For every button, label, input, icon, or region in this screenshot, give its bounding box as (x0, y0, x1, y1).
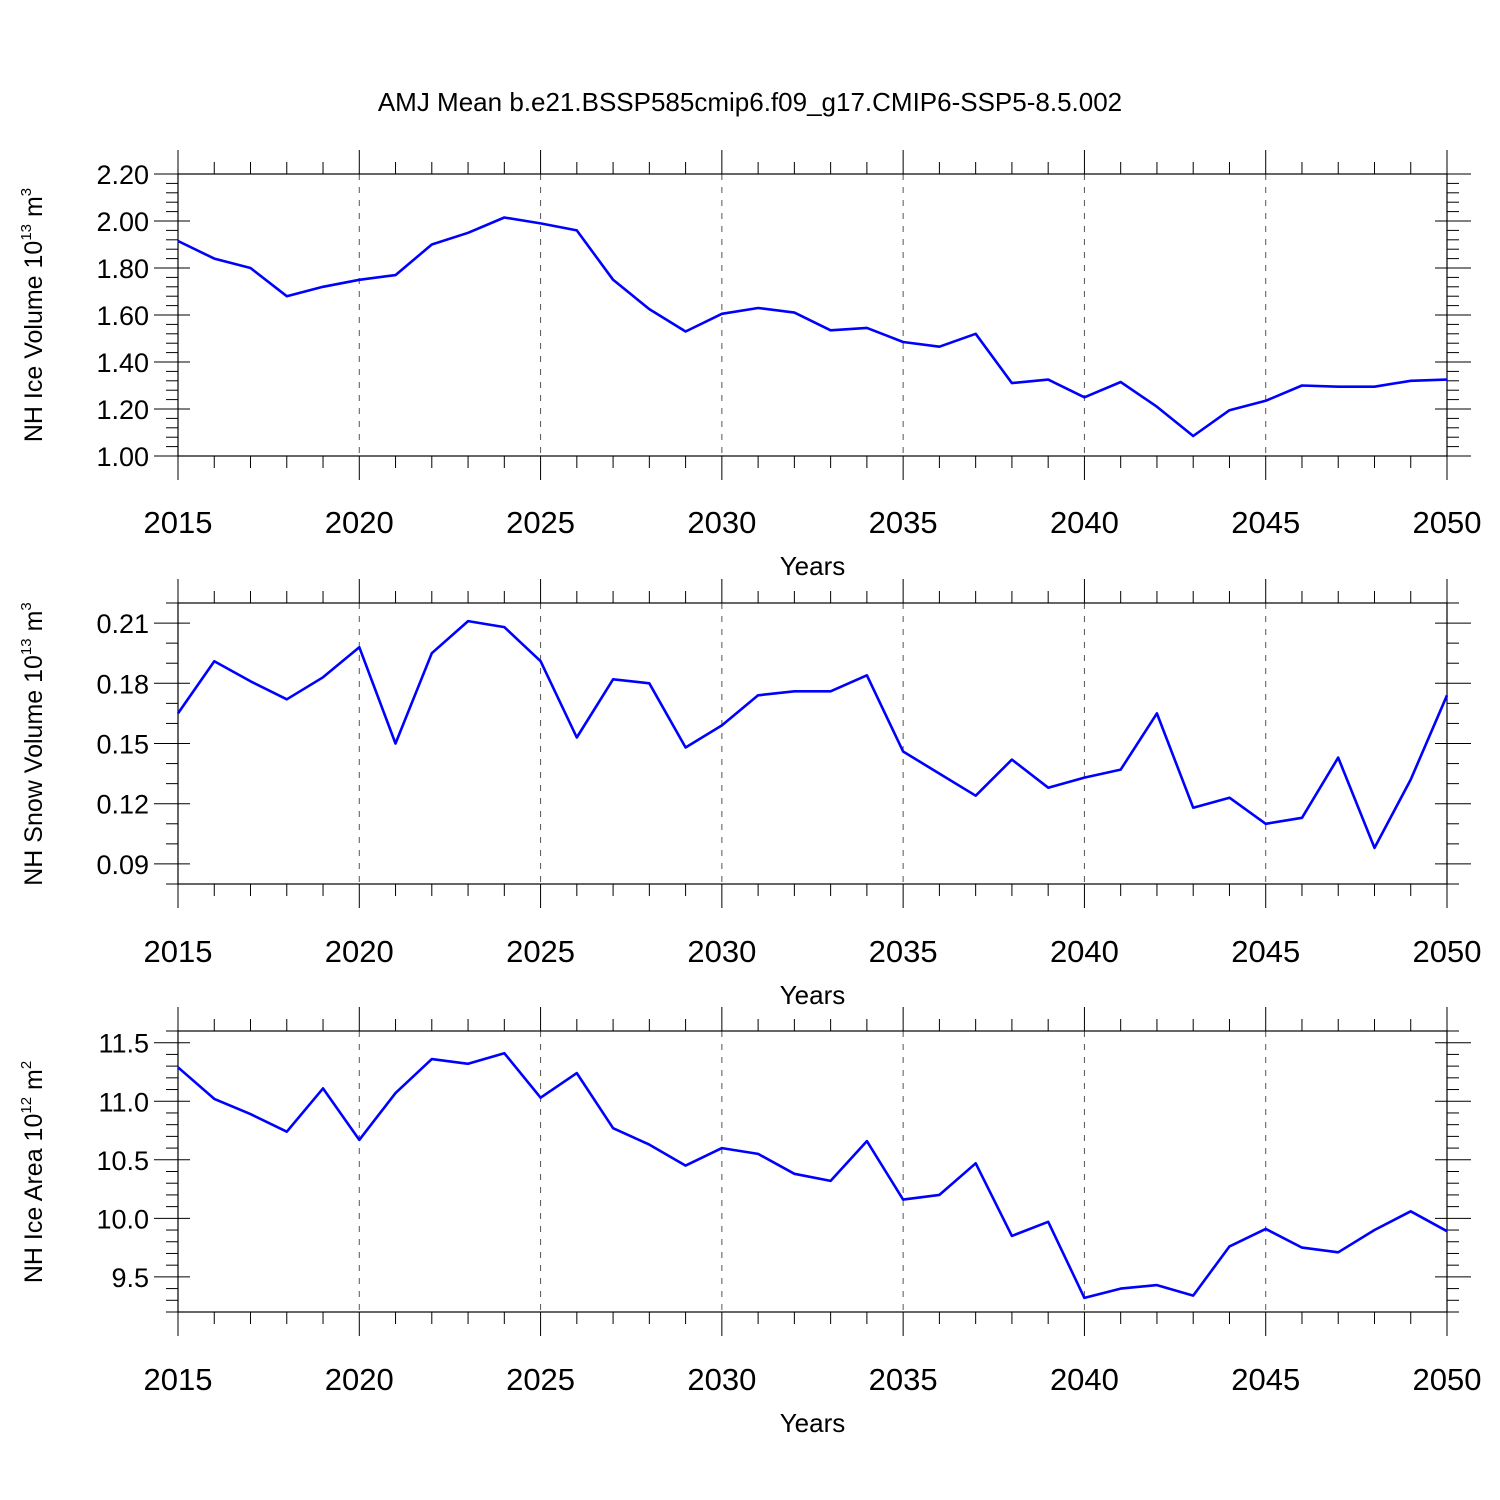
snow-volume-x-tick-label: 2020 (325, 934, 394, 969)
snow-volume-x-tick-label: 2040 (1050, 934, 1119, 969)
ice-area-y-tick-label: 11.5 (98, 1029, 149, 1059)
ice-area-x-tick-label: 2030 (687, 1362, 756, 1397)
snow-volume-panel: 0.09 0.12 0.15 0.18 0.21 2015 2020 2025 2030 2035… (18, 579, 1481, 1010)
snow-volume-x-axis-title: Years (780, 980, 846, 1010)
snow-volume-y-axis-title: NH Snow Volume 1013 m3 (18, 602, 48, 886)
snow-volume-series-line (176, 619, 1449, 850)
ice-volume-x-tick-label: 2030 (687, 505, 756, 540)
snow-volume-y-tick-label: 0.15 (96, 730, 149, 760)
ice-volume-series-line (177, 216, 1448, 438)
ice-area-y-axis-title: NH Ice Area 1012 m2 (18, 1061, 48, 1283)
ice-volume-y-tick-label: 2.00 (96, 207, 149, 237)
ice-area-x-tick-label: 2040 (1050, 1362, 1119, 1397)
ice-area-x-tick-label: 2050 (1413, 1362, 1482, 1397)
ice-area-panel: 9.5 10.0 10.5 11.0 11.5 2015 2020 2025 2030 2035 2… (18, 1007, 1481, 1438)
ice-area-x-tick-label: 2025 (506, 1362, 575, 1397)
ice-volume-x-tick-label: 2015 (144, 505, 213, 540)
snow-volume-y-tick-label: 0.12 (96, 790, 149, 820)
ice-volume-y-tick-label: 2.20 (96, 160, 149, 190)
ice-volume-y-tick-label: 1.60 (96, 301, 149, 331)
ice-volume-plot-frame (177, 173, 1448, 457)
ice-area-x-tick-label: 2020 (325, 1362, 394, 1397)
ice-volume-x-tick-label: 2040 (1050, 505, 1119, 540)
snow-volume-x-tick-label: 2030 (687, 934, 756, 969)
ice-volume-x-axis-title: Years (780, 551, 846, 581)
ice-area-series-line (177, 1051, 1448, 1300)
ice-volume-x-tick-label: 2050 (1413, 505, 1482, 540)
snow-volume-x-tick-label: 2025 (506, 934, 575, 969)
ice-volume-x-tick-label: 2045 (1231, 505, 1300, 540)
snow-volume-plot-frame (177, 602, 1448, 885)
ice-volume-y-tick-label: 1.20 (96, 395, 149, 425)
ice-area-x-tick-label: 2035 (869, 1362, 938, 1397)
ice-area-y-tick-label: 10.5 (96, 1146, 149, 1176)
ice-area-y-tick-label: 11.0 (98, 1087, 149, 1117)
ice-volume-x-tick-label: 2025 (506, 505, 575, 540)
ice-area-plot-frame (177, 1030, 1448, 1313)
ice-area-y-tick-label: 9.5 (111, 1263, 149, 1293)
snow-volume-x-tick-label: 2035 (869, 934, 938, 969)
ice-area-x-tick-label: 2015 (144, 1362, 213, 1397)
snow-volume-x-tick-label: 2045 (1231, 934, 1300, 969)
snow-volume-y-tick-label: 0.21 (96, 609, 149, 639)
ice-volume-y-tick-label: 1.40 (96, 348, 149, 378)
snow-volume-y-tick-label: 0.09 (96, 850, 149, 880)
ice-volume-y-axis-title: NH Ice Volume 1013 m3 (18, 188, 48, 442)
snow-volume-x-tick-label: 2015 (144, 934, 213, 969)
ice-volume-y-tick-label: 1.80 (96, 254, 149, 284)
ice-area-x-axis-title: Years (780, 1408, 846, 1438)
ice-area-x-tick-label: 2045 (1231, 1362, 1300, 1397)
ice-volume-x-tick-label: 2035 (869, 505, 938, 540)
ice-volume-y-tick-label: 1.00 (96, 442, 149, 472)
snow-volume-y-tick-label: 0.18 (96, 669, 149, 699)
ice-area-y-tick-label: 10.0 (96, 1204, 149, 1234)
figure-title: AMJ Mean b.e21.BSSP585cmip6.f09_g17.CMIP… (378, 87, 1122, 117)
ice-volume-x-tick-label: 2020 (325, 505, 394, 540)
ice-volume-panel: 1.00 1.20 1.40 1.60 1.80 2.00 2.20 2015 2020 2025… (18, 150, 1481, 581)
snow-volume-x-tick-label: 2050 (1413, 934, 1482, 969)
